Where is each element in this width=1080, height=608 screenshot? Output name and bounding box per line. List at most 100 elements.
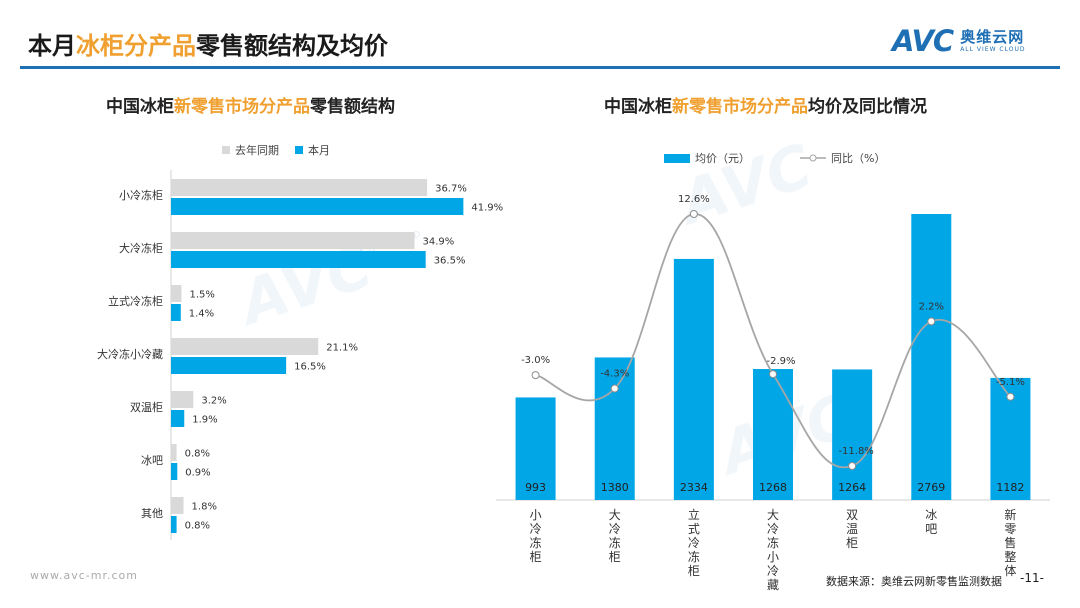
yoy-point [531, 371, 540, 380]
legend-swatch [664, 153, 690, 163]
category-label-char: 零 [1004, 522, 1016, 536]
legend-item-last-year: 去年同期 [222, 142, 279, 158]
data-label: 1.4% [189, 309, 214, 320]
left-legend: 去年同期 本月 [222, 142, 330, 158]
category-label-char: 柜 [846, 536, 858, 550]
bar-avg-price [594, 357, 635, 500]
yoy-point [610, 384, 619, 393]
right-title-accent: 新零售市场分产品 [672, 97, 808, 117]
legend-label: 本月 [308, 144, 330, 157]
category-label-char: 整 [1004, 549, 1016, 564]
page-title-post: 零售额结构及均价 [196, 32, 388, 60]
logo-en: ALL VIEW CLOUD [960, 45, 1026, 53]
yoy-point [1006, 392, 1015, 401]
yoy-point [689, 210, 698, 218]
category-label-char: 藏 [767, 578, 779, 592]
legend-line-swatch [800, 154, 826, 162]
data-label: 36.7% [435, 184, 467, 195]
left-bar-chart: 小冷冻柜 36.7% 41.9% 大冷冻柜 34.9% 36.5% 立式冷冻柜 1.5% 1.4… [97, 170, 503, 540]
yoy-label: -4.3% [600, 369, 629, 380]
category-label: 立式冷冻柜 [108, 294, 163, 308]
category-label-char: 售 [1004, 535, 1016, 550]
yoy-label: 12.6% [678, 194, 710, 205]
bar-last-year [171, 497, 184, 514]
category-label-char: 冻 [609, 535, 621, 550]
category-label-char: 大 [767, 508, 779, 522]
category-label-char: 冻 [767, 535, 779, 550]
page-title-pre: 本月 [28, 32, 76, 60]
category-label-char: 吧 [925, 522, 937, 536]
yoy-label: -3.0% [521, 355, 550, 366]
category-label-char: 柜 [688, 564, 700, 578]
category-label-char: 体 [1004, 564, 1016, 578]
category-label-char: 柜 [609, 550, 621, 564]
bar-value-label: 2769 [917, 481, 945, 494]
bar-value-label: 1380 [601, 481, 629, 494]
category-label-char: 冰 [925, 508, 937, 522]
data-label: 0.8% [185, 521, 210, 532]
header-rule [20, 66, 1060, 69]
category-label-char: 小 [530, 508, 542, 522]
bar-last-year [171, 444, 177, 461]
category-label-char: 冷 [530, 522, 542, 536]
yoy-point [927, 317, 936, 326]
yoy-label: -2.9% [766, 356, 795, 367]
logo-mark: AVC [892, 24, 954, 58]
category-label-char: 新 [1004, 507, 1016, 522]
bar-avg-price [515, 397, 556, 500]
category-label-char: 柜 [530, 550, 542, 564]
data-label: 1.9% [192, 415, 217, 426]
data-label: 0.8% [185, 449, 210, 460]
yoy-label: 2.2% [919, 301, 944, 312]
category-label-char: 小 [767, 550, 779, 564]
category-label: 双温柜 [130, 401, 163, 414]
bar-value-label: 1268 [759, 481, 787, 494]
right-chart-title: 中国冰柜新零售市场分产品均价及同比情况 [604, 92, 927, 117]
legend-label: 去年同期 [235, 144, 279, 157]
category-label-char: 冻 [688, 549, 700, 564]
bar-this-month [171, 516, 177, 533]
bar-this-month [171, 198, 464, 215]
data-label: 0.9% [185, 468, 210, 479]
category-label-char: 温 [846, 522, 858, 536]
bar-value-label: 993 [525, 481, 546, 494]
bar-avg-price [832, 369, 873, 500]
data-label: 3.2% [201, 396, 226, 407]
category-label-char: 冻 [530, 535, 542, 550]
bar-last-year [171, 232, 415, 249]
bar-avg-price [911, 214, 952, 500]
bar-this-month [171, 304, 181, 321]
legend-label: 同比（%） [831, 152, 886, 165]
category-label-char: 大 [609, 508, 621, 522]
category-label-char: 冷 [767, 522, 779, 536]
bar-last-year [171, 285, 182, 302]
category-label: 冰吧 [141, 454, 163, 467]
bar-value-label: 1264 [838, 481, 866, 494]
category-label-char: 式 [688, 522, 700, 536]
page-number: -11- [1020, 571, 1044, 585]
category-label-char: 冷 [688, 536, 700, 550]
bar-value-label: 1182 [996, 481, 1024, 494]
data-label: 1.5% [189, 290, 214, 301]
legend-item-avg-price: 均价（元） [664, 150, 750, 166]
data-label: 41.9% [471, 203, 503, 214]
yoy-point [769, 370, 777, 379]
category-label-char: 双 [846, 508, 858, 522]
legend-swatch [222, 146, 230, 154]
category-label: 大冷冻小冷藏 [97, 347, 163, 361]
footer-url: www.avc-mr.com [30, 569, 138, 582]
category-label-char: 立 [688, 507, 700, 522]
category-label: 大冷冻柜 [119, 241, 163, 255]
category-label: 小冷冻柜 [119, 188, 163, 202]
bar-this-month [171, 410, 185, 427]
yoy-point [848, 462, 857, 470]
legend-item-this-month: 本月 [295, 142, 330, 158]
brand-logo: AVC 奥维云网 ALL VIEW CLOUD [892, 24, 1026, 58]
bar-this-month [171, 357, 287, 374]
legend-label: 均价（元） [695, 152, 750, 165]
data-label: 21.1% [326, 343, 358, 354]
category-label-char: 冷 [609, 522, 621, 536]
data-label: 36.5% [434, 256, 466, 267]
data-label: 1.8% [192, 502, 217, 513]
